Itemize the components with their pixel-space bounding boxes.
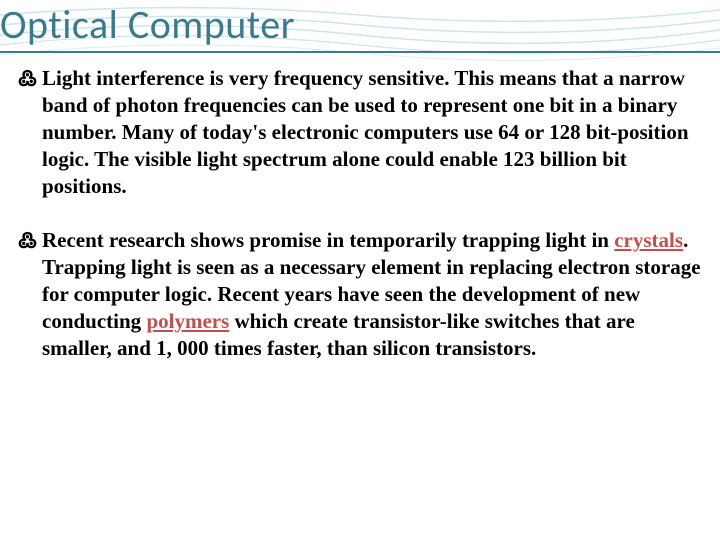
- title-underline: [0, 51, 720, 53]
- paragraph-1-text: Light interference is very frequency sen…: [42, 66, 689, 198]
- body-content: ߷ Light interference is very frequency s…: [0, 57, 720, 362]
- polymers-link[interactable]: polymers: [146, 309, 229, 333]
- paragraph-1: ߷ Light interference is very frequency s…: [18, 65, 702, 199]
- paragraph-2-pre: Recent research shows promise in tempora…: [42, 228, 614, 252]
- title-region: Optical Computer: [0, 0, 720, 53]
- bullet-icon: ߷: [18, 67, 37, 93]
- paragraph-2: ߷ Recent research shows promise in tempo…: [18, 227, 702, 361]
- page-title: Optical Computer: [0, 0, 720, 51]
- bullet-icon: ߷: [18, 229, 37, 255]
- crystals-link[interactable]: crystals: [614, 228, 683, 252]
